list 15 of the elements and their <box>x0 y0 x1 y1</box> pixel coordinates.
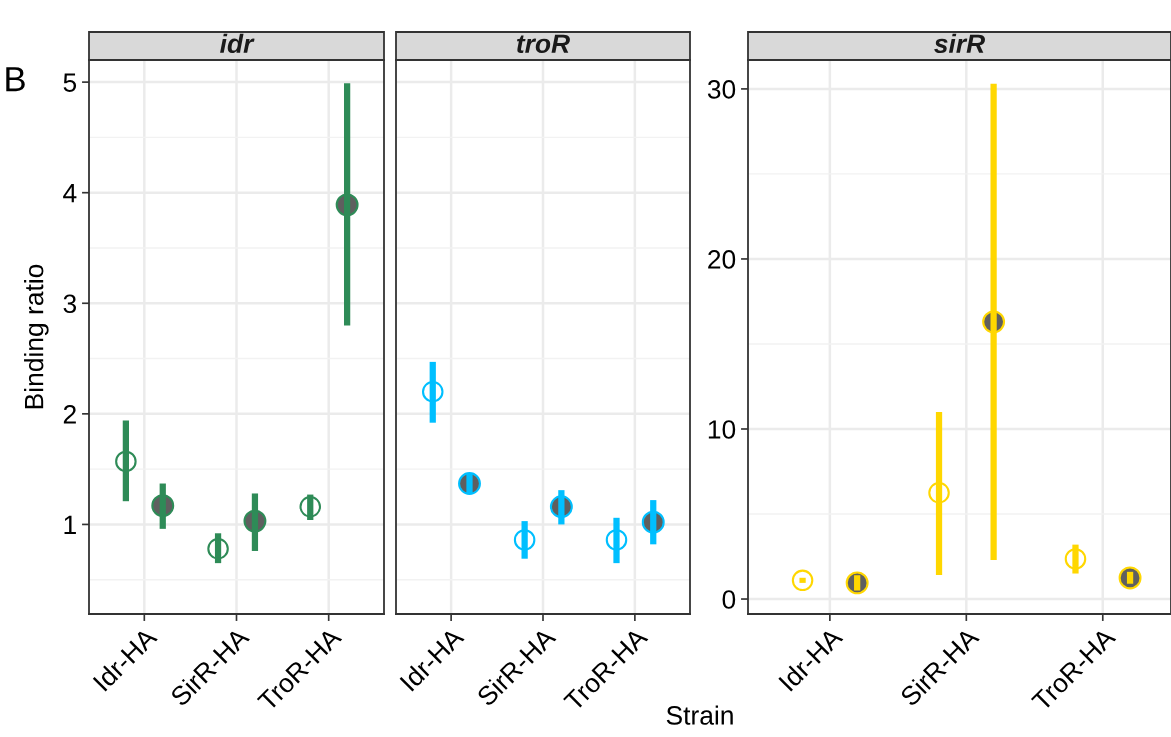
y-tick-label: 1 <box>64 515 76 534</box>
y-tick-label: 10 <box>708 420 736 439</box>
y-tick-label: 30 <box>707 80 736 99</box>
y-tick-label: 2 <box>63 404 76 424</box>
chart-title: idr <box>220 33 255 54</box>
chart-title: sirR <box>934 33 985 54</box>
y-axis-title: Binding ratio <box>24 264 49 409</box>
text: B <box>6 67 25 92</box>
x-axis-title: Strain <box>666 705 733 725</box>
y-tick-label: 4 <box>63 184 77 203</box>
y-tick-label: 3 <box>63 294 77 314</box>
y-tick-label: 5 <box>63 73 77 92</box>
chart-title: troR <box>516 34 570 54</box>
y-tick-label: 20 <box>708 250 736 269</box>
y-tick-label: 0 <box>722 590 736 609</box>
